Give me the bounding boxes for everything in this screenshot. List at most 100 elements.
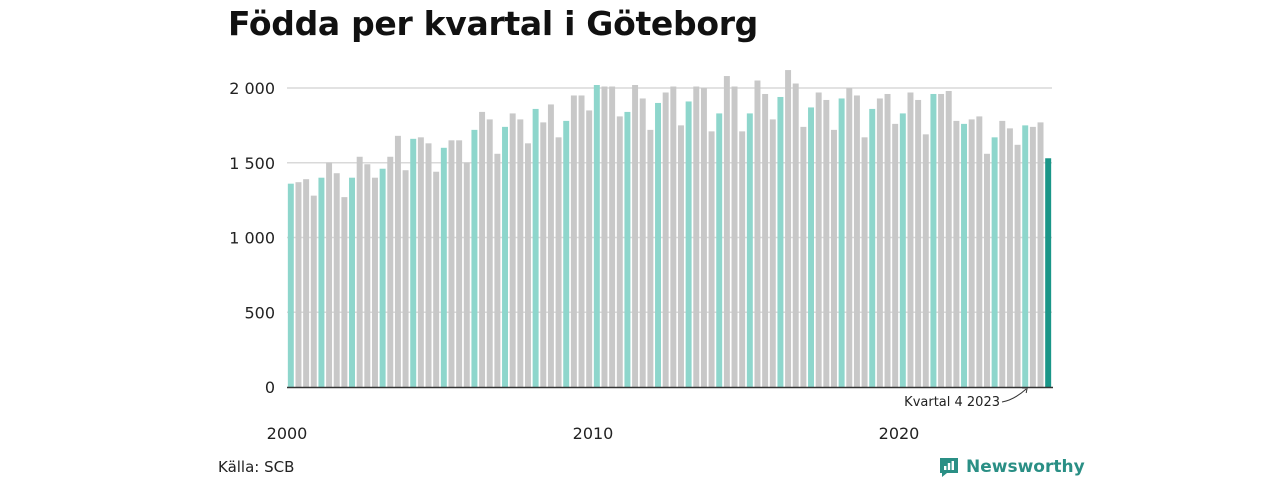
bar bbox=[945, 90, 952, 388]
bar bbox=[379, 168, 386, 387]
bar bbox=[815, 92, 822, 388]
gridlines bbox=[287, 87, 1052, 313]
bar bbox=[494, 153, 501, 387]
x-tick-label: 2000 bbox=[267, 424, 308, 443]
bar bbox=[838, 98, 845, 387]
bar bbox=[907, 92, 914, 388]
bar bbox=[303, 179, 310, 387]
bar bbox=[754, 80, 761, 388]
bar bbox=[632, 85, 639, 387]
bar bbox=[1045, 158, 1052, 387]
bar bbox=[394, 135, 401, 387]
bar bbox=[349, 177, 356, 387]
bar bbox=[448, 140, 455, 387]
annotation-label: Kvartal 4 2023 bbox=[904, 395, 1000, 410]
bar bbox=[808, 107, 815, 387]
bar bbox=[364, 164, 371, 387]
bar bbox=[930, 93, 937, 387]
annotation-arrow bbox=[1001, 388, 1027, 403]
bar bbox=[861, 137, 868, 387]
bar bbox=[708, 131, 715, 387]
bar bbox=[716, 113, 723, 387]
bar bbox=[823, 99, 830, 388]
bar bbox=[287, 183, 294, 387]
bar bbox=[563, 120, 570, 387]
x-tick-label: 2020 bbox=[879, 424, 920, 443]
bar bbox=[570, 95, 577, 387]
bar bbox=[647, 129, 654, 388]
bar bbox=[417, 137, 424, 387]
bar bbox=[555, 137, 562, 387]
bar bbox=[387, 156, 394, 387]
bar bbox=[333, 173, 340, 387]
bar bbox=[479, 111, 486, 388]
bar bbox=[762, 93, 769, 387]
brand-name: Newsworthy bbox=[966, 457, 1085, 477]
bar bbox=[532, 108, 539, 388]
annotation: Kvartal 4 2023 bbox=[904, 387, 1028, 410]
bar bbox=[371, 177, 378, 387]
bar bbox=[471, 129, 478, 388]
bar bbox=[1006, 128, 1013, 388]
y-tick-label: 500 bbox=[244, 303, 275, 322]
bar bbox=[1037, 122, 1044, 387]
bar bbox=[517, 119, 524, 388]
bar bbox=[456, 140, 463, 387]
bar bbox=[310, 195, 317, 387]
bar bbox=[700, 88, 707, 387]
bars bbox=[287, 70, 1052, 388]
bar bbox=[601, 86, 608, 387]
bar bbox=[961, 123, 968, 387]
bar bbox=[410, 138, 417, 387]
y-tick-label: 2 000 bbox=[229, 79, 275, 98]
bar bbox=[853, 95, 860, 387]
bar bbox=[609, 86, 616, 387]
bar bbox=[670, 86, 677, 387]
brand-logo[interactable]: Newsworthy bbox=[938, 456, 1085, 478]
bar bbox=[486, 119, 493, 388]
bar bbox=[830, 129, 837, 388]
y-tick-label: 0 bbox=[265, 378, 275, 397]
chart-title: Födda per kvartal i Göteborg bbox=[228, 4, 758, 43]
bar bbox=[777, 96, 784, 387]
bar bbox=[869, 108, 876, 388]
bar bbox=[884, 93, 891, 387]
bar bbox=[892, 123, 899, 387]
bar bbox=[983, 153, 990, 387]
bar bbox=[677, 125, 684, 387]
bar bbox=[1014, 144, 1021, 387]
bar bbox=[295, 182, 302, 387]
bar bbox=[326, 162, 333, 387]
bar bbox=[876, 98, 883, 387]
bar bbox=[586, 110, 593, 388]
bar bbox=[440, 147, 447, 387]
newsworthy-logo-icon bbox=[940, 458, 958, 477]
bar bbox=[433, 171, 440, 387]
bar bbox=[1022, 125, 1029, 387]
bar bbox=[991, 137, 998, 387]
source-note: Källa: SCB bbox=[218, 458, 295, 476]
bar bbox=[723, 76, 730, 387]
bar bbox=[731, 86, 738, 387]
bar bbox=[976, 116, 983, 387]
bar bbox=[846, 88, 853, 387]
bar bbox=[792, 83, 799, 387]
bar bbox=[463, 162, 470, 387]
bar bbox=[693, 86, 700, 387]
bar bbox=[968, 119, 975, 388]
axes: 0 500 1 000 1 500 2 000 2000 2010 2020 bbox=[229, 79, 1053, 443]
bar bbox=[509, 113, 516, 387]
bar bbox=[938, 93, 945, 387]
bar bbox=[402, 170, 409, 387]
annotation-arrowhead bbox=[1022, 387, 1028, 394]
bar bbox=[639, 98, 646, 387]
bar bbox=[662, 92, 669, 388]
bar bbox=[624, 111, 631, 388]
bar bbox=[425, 143, 432, 387]
bar bbox=[915, 99, 922, 388]
bar bbox=[616, 116, 623, 387]
bar bbox=[540, 122, 547, 387]
bar bbox=[1029, 126, 1036, 388]
bar bbox=[578, 95, 585, 387]
